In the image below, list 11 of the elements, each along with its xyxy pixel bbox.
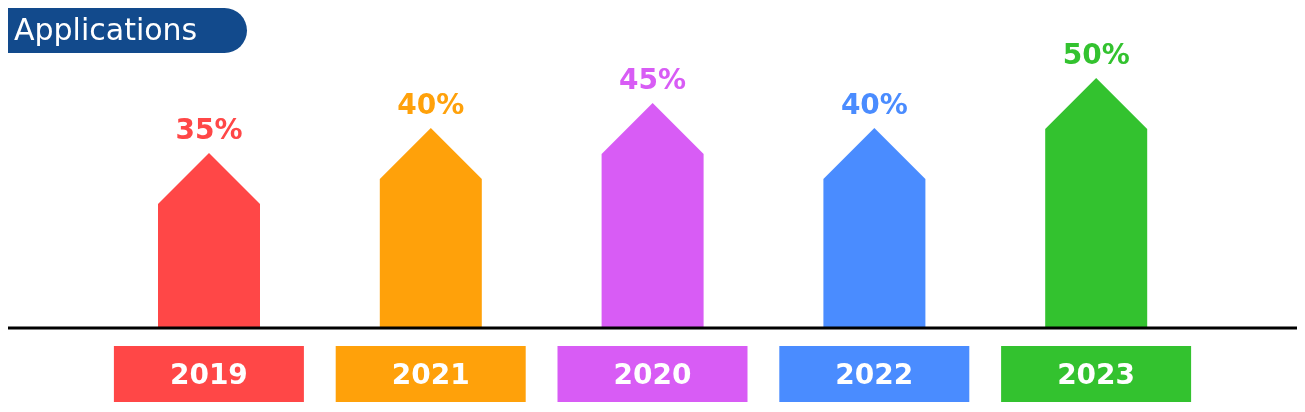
x-tick-label: 2021	[391, 357, 470, 391]
x-tick-label: 2023	[1057, 357, 1136, 391]
x-tick-label: 2022	[835, 357, 914, 391]
data-label: 40%	[840, 88, 908, 121]
x-tick-label: 2020	[613, 357, 692, 391]
data-label: 45%	[619, 63, 687, 96]
data-label: 35%	[175, 113, 243, 146]
chart-title: Applications	[8, 8, 248, 53]
x-tick-label: 2019	[169, 357, 248, 391]
data-label: 40%	[397, 88, 465, 121]
data-label: 50%	[1062, 38, 1130, 71]
